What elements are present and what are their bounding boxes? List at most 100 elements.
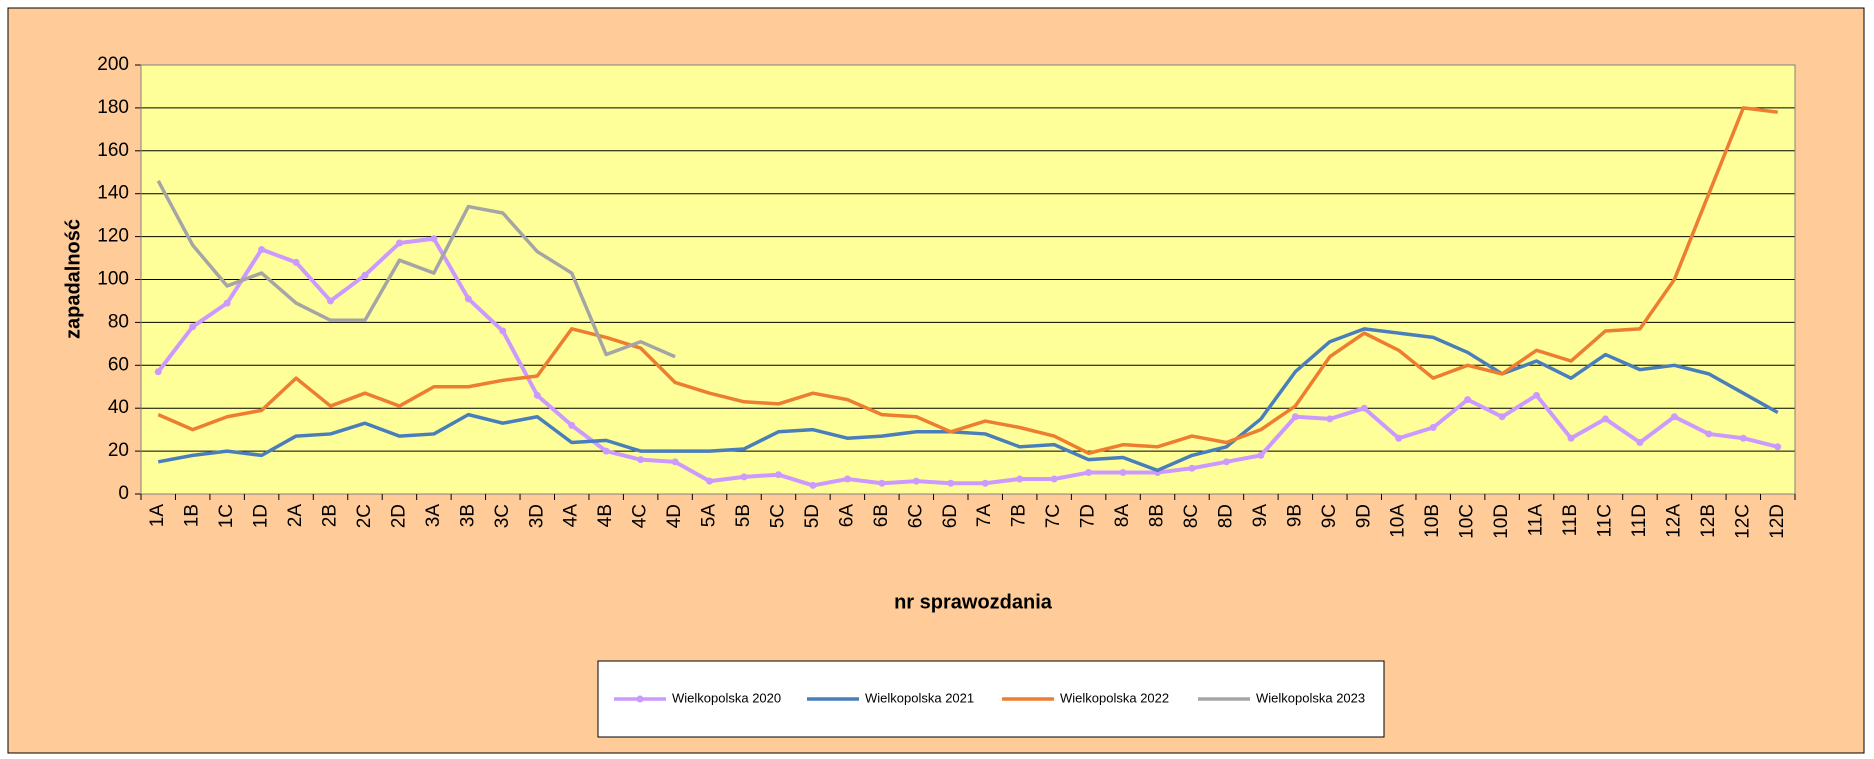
series-marker bbox=[602, 447, 610, 455]
x-tick-label: 6D bbox=[940, 504, 961, 528]
x-tick-label: 3A bbox=[423, 504, 444, 528]
y-tick-label: 160 bbox=[97, 140, 129, 161]
series-marker bbox=[464, 295, 472, 303]
series-marker bbox=[1533, 391, 1541, 399]
x-tick-label: 10C bbox=[1457, 504, 1478, 539]
x-tick-label: 4C bbox=[630, 504, 651, 528]
series-marker bbox=[1670, 413, 1678, 421]
series-marker bbox=[1567, 434, 1575, 442]
series-marker bbox=[1739, 434, 1747, 442]
series-marker bbox=[395, 239, 403, 247]
series-marker bbox=[430, 235, 438, 243]
x-tick-label: 6A bbox=[836, 504, 857, 528]
series-marker bbox=[947, 479, 955, 487]
x-tick-label: 8C bbox=[1181, 504, 1202, 528]
series-marker bbox=[1395, 434, 1403, 442]
legend bbox=[597, 660, 1385, 738]
x-tick-label: 2A bbox=[285, 504, 306, 528]
x-tick-label: 8B bbox=[1147, 504, 1168, 527]
series-marker bbox=[1257, 451, 1265, 459]
series-marker bbox=[1360, 404, 1368, 412]
series-marker bbox=[843, 475, 851, 483]
x-tick-label: 7D bbox=[1078, 504, 1099, 528]
series-marker bbox=[981, 479, 989, 487]
legend-label: Wielkopolska 2023 bbox=[1256, 690, 1365, 705]
x-tick-label: 1D bbox=[251, 504, 272, 528]
y-tick-label: 200 bbox=[97, 54, 129, 75]
x-tick-label: 1C bbox=[216, 504, 237, 528]
series-marker bbox=[1326, 415, 1334, 423]
x-tick-label: 12D bbox=[1767, 504, 1788, 539]
x-tick-label: 4B bbox=[595, 504, 616, 527]
series-marker bbox=[533, 391, 541, 399]
x-tick-label: 9D bbox=[1353, 504, 1374, 528]
x-tick-label: 7A bbox=[974, 504, 995, 528]
x-tick-label: 12A bbox=[1663, 504, 1684, 538]
y-tick-label: 100 bbox=[97, 269, 129, 290]
series-marker bbox=[189, 323, 197, 331]
series-marker bbox=[1119, 469, 1127, 477]
x-tick-label: 12C bbox=[1732, 504, 1753, 539]
series-marker bbox=[361, 271, 369, 279]
x-tick-label: 7C bbox=[1043, 504, 1064, 528]
series-marker bbox=[327, 297, 335, 305]
x-tick-label: 12B bbox=[1698, 504, 1719, 538]
legend-label: Wielkopolska 2022 bbox=[1060, 690, 1169, 705]
series-marker bbox=[1705, 430, 1713, 438]
y-tick-label: 80 bbox=[108, 311, 129, 332]
series-marker bbox=[1429, 424, 1437, 432]
series-marker bbox=[1050, 475, 1058, 483]
series-line bbox=[156, 180, 676, 359]
x-tick-label: 2D bbox=[388, 504, 409, 528]
series-marker bbox=[637, 456, 645, 464]
series-marker bbox=[671, 458, 679, 466]
x-tick-label: 4A bbox=[561, 504, 582, 528]
x-tick-label: 8D bbox=[1215, 504, 1236, 528]
series-marker bbox=[292, 258, 300, 266]
legend-label: Wielkopolska 2020 bbox=[672, 690, 781, 705]
y-tick-label: 180 bbox=[97, 97, 129, 118]
series-marker bbox=[912, 477, 920, 485]
series-marker bbox=[774, 471, 782, 479]
series-marker bbox=[809, 481, 817, 489]
series-marker bbox=[740, 473, 748, 481]
series-marker bbox=[706, 477, 714, 485]
y-tick-label: 60 bbox=[108, 354, 129, 375]
x-tick-label: 9A bbox=[1250, 504, 1271, 528]
series-marker bbox=[1636, 439, 1644, 447]
series-marker bbox=[878, 479, 886, 487]
series-marker bbox=[1188, 464, 1196, 472]
x-tick-label: 5A bbox=[699, 504, 720, 528]
x-tick-label: 10D bbox=[1491, 504, 1512, 539]
y-tick-label: 40 bbox=[108, 397, 129, 418]
legend-marker bbox=[636, 695, 644, 703]
legend-label: Wielkopolska 2021 bbox=[865, 690, 974, 705]
series-marker bbox=[1601, 415, 1609, 423]
series-marker bbox=[1498, 413, 1506, 421]
x-tick-label: 4D bbox=[664, 504, 685, 528]
x-tick-label: 3B bbox=[457, 504, 478, 527]
series-line bbox=[157, 106, 1778, 455]
series-marker bbox=[1291, 413, 1299, 421]
y-tick-label: 20 bbox=[108, 440, 129, 461]
x-tick-label: 3D bbox=[526, 504, 547, 528]
series-marker bbox=[568, 421, 576, 429]
x-tick-label: 6B bbox=[871, 504, 892, 527]
series-line bbox=[156, 236, 1779, 488]
series-marker bbox=[223, 299, 231, 307]
x-tick-label: 11B bbox=[1560, 504, 1581, 536]
series-marker bbox=[1774, 443, 1782, 451]
x-tick-label: 2B bbox=[320, 504, 341, 527]
x-tick-label: 5D bbox=[802, 504, 823, 528]
x-tick-label: 11A bbox=[1526, 504, 1547, 537]
series-marker bbox=[1222, 458, 1230, 466]
x-axis-label: nr sprawozdania bbox=[894, 591, 1053, 613]
series-marker bbox=[1464, 396, 1472, 404]
series-marker bbox=[1085, 469, 1093, 477]
series-marker bbox=[1016, 475, 1024, 483]
x-tick-label: 11C bbox=[1594, 504, 1615, 537]
x-tick-label: 10B bbox=[1422, 504, 1443, 538]
y-tick-label: 0 bbox=[118, 483, 129, 504]
x-tick-label: 7B bbox=[1009, 504, 1030, 527]
